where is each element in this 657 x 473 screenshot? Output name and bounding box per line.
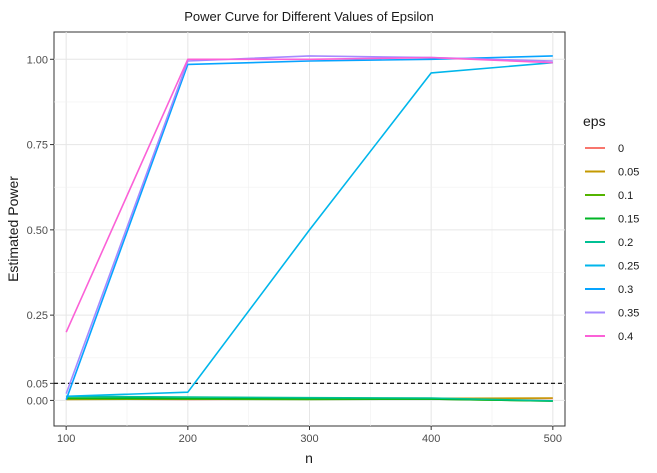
x-tick-label: 200 [179, 433, 197, 445]
x-tick-label: 100 [57, 433, 75, 445]
x-tick-label: 300 [300, 433, 318, 445]
legend: eps 0 0.05 0.1 0.15 0.2 0.25 0.3 0.35 0.4 [583, 113, 639, 343]
y-tick-label: 0.05 [27, 378, 48, 390]
chart-title: Power Curve for Different Values of Epsi… [184, 9, 434, 24]
y-tick-label: 0.25 [27, 310, 48, 322]
x-axis-label: n [305, 450, 313, 466]
legend-label: 0.3 [618, 284, 633, 296]
legend-label: 0.4 [618, 331, 633, 343]
legend-label: 0.35 [618, 308, 639, 320]
legend-label: 0 [618, 143, 624, 155]
series-lines [65, 55, 553, 402]
y-axis-label: Estimated Power [5, 176, 21, 282]
series-line-0-2 [66, 395, 553, 402]
y-axis: 0.00 0.05 0.25 0.50 0.75 1.00 [27, 54, 54, 407]
legend-label: 0.15 [618, 214, 639, 226]
series-line-0-4 [65, 56, 553, 333]
x-tick-label: 500 [544, 433, 562, 445]
x-axis: 100 200 300 400 500 [57, 426, 562, 445]
y-tick-label: 1.00 [27, 54, 48, 66]
grid-lines [54, 32, 565, 426]
legend-label: 0.25 [618, 261, 639, 273]
series-line-0-25 [66, 61, 553, 398]
legend-title: eps [583, 113, 606, 129]
legend-label: 0.05 [618, 167, 639, 179]
y-tick-label: 0.75 [27, 140, 48, 152]
legend-label: 0.1 [618, 190, 633, 202]
x-tick-label: 400 [422, 433, 440, 445]
legend-label: 0.2 [618, 237, 633, 249]
series-line-0-15 [66, 397, 553, 402]
y-tick-label: 0.50 [27, 225, 48, 237]
y-tick-label: 0.00 [27, 395, 48, 407]
